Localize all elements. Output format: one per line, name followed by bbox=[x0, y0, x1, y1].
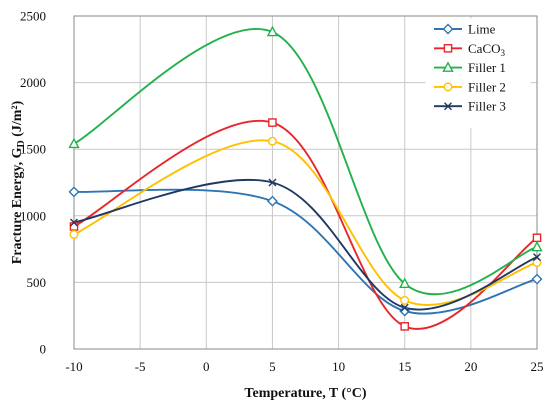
legend-marker-filler-2 bbox=[443, 82, 453, 92]
data-point-filler-3 bbox=[533, 253, 541, 262]
data-point-lime bbox=[531, 273, 543, 285]
y-tick-label: 0 bbox=[40, 342, 47, 357]
legend-label-filler-3: Filler 3 bbox=[468, 99, 506, 114]
x-tick-label: -5 bbox=[135, 359, 146, 374]
data-point-filler-3-stroke-b bbox=[268, 178, 277, 187]
y-axis-tick-labels: 0 500 1000 1500 2000 2500 bbox=[20, 9, 46, 357]
y-axis-title-subscript: D bbox=[16, 140, 27, 147]
data-point-filler-1 bbox=[68, 137, 80, 149]
legend-marker-filler-1 bbox=[442, 61, 454, 72]
data-point-filler-3 bbox=[400, 303, 409, 312]
series-line-filler-1 bbox=[73, 28, 538, 296]
series-markers bbox=[68, 25, 543, 331]
legend-marker-filler-3 bbox=[444, 102, 452, 111]
legend-label-text: CaCO bbox=[468, 41, 501, 56]
data-point-caco3 bbox=[268, 118, 277, 127]
data-point-caco3 bbox=[400, 322, 410, 331]
y-axis-title-unit: (J/m²) bbox=[10, 100, 25, 140]
x-axis-title: Temperature, T (°C) bbox=[244, 386, 366, 401]
x-tick-label: 25 bbox=[531, 359, 544, 374]
data-point-lime bbox=[68, 186, 80, 198]
data-point-filler-1 bbox=[531, 240, 543, 252]
x-tick-label: 10 bbox=[332, 359, 345, 374]
series-lines bbox=[73, 28, 538, 330]
x-tick-label: 0 bbox=[203, 359, 210, 374]
data-point-caco3 bbox=[69, 222, 79, 231]
x-tick-label: 20 bbox=[464, 359, 477, 374]
y-tick-label: 1500 bbox=[20, 142, 46, 157]
plot-area-frame bbox=[73, 15, 538, 350]
series-line-caco3 bbox=[73, 119, 538, 330]
data-point-filler-3-stroke-b bbox=[70, 218, 78, 227]
y-tick-label: 2000 bbox=[20, 75, 46, 90]
legend-label-caco3: CaCO3 bbox=[468, 41, 506, 58]
x-axis-tick-labels: -10 -5 0 5 10 15 20 25 bbox=[65, 359, 543, 374]
legend-label-filler-2: Filler 2 bbox=[468, 79, 506, 94]
legend-label-lime: Lime bbox=[468, 22, 496, 37]
legend-marker-filler-3-stroke-b bbox=[444, 102, 452, 111]
data-point-filler-2 bbox=[69, 229, 79, 239]
data-point-filler-3-stroke-b bbox=[533, 253, 541, 262]
legend-label-text: Filler 1 bbox=[468, 60, 506, 75]
legend-label-filler-1: Filler 1 bbox=[468, 60, 506, 75]
y-tick-label: 2500 bbox=[20, 9, 46, 24]
data-point-filler-3-stroke-b bbox=[400, 303, 409, 312]
legend-label-text: Lime bbox=[468, 22, 496, 37]
legend-marker-caco3 bbox=[443, 44, 453, 53]
data-point-filler-3 bbox=[70, 218, 78, 227]
data-point-filler-2 bbox=[532, 257, 542, 267]
x-tick-label: 15 bbox=[398, 359, 411, 374]
data-point-filler-1 bbox=[399, 277, 411, 289]
data-point-caco3 bbox=[532, 233, 542, 243]
x-tick-label: -10 bbox=[65, 359, 82, 374]
y-axis-title-main: Fracture Energy, G bbox=[10, 147, 25, 264]
series-line-filler-3 bbox=[73, 178, 538, 311]
data-point-filler-3 bbox=[268, 178, 277, 187]
data-point-filler-2 bbox=[400, 295, 410, 305]
series-line-filler-2 bbox=[73, 139, 538, 306]
data-point-filler-2 bbox=[267, 136, 277, 146]
legend-label-text: Filler 3 bbox=[468, 99, 506, 114]
legend: Lime CaCO3 Filler 1 Filler 2 Filler 3 bbox=[425, 18, 531, 128]
legend-label-text: Filler 2 bbox=[468, 79, 506, 94]
series-line-lime bbox=[73, 188, 538, 315]
data-point-filler-1 bbox=[266, 25, 279, 37]
y-axis-title: Fracture Energy, GD (J/m²) bbox=[10, 100, 27, 264]
legend-marker-lime bbox=[442, 23, 454, 35]
data-point-lime bbox=[266, 195, 278, 207]
legend-label-subscript: 3 bbox=[501, 48, 506, 58]
legend-background bbox=[425, 18, 531, 128]
y-tick-label: 1000 bbox=[20, 208, 46, 223]
data-point-lime bbox=[399, 305, 411, 317]
y-tick-label: 500 bbox=[27, 275, 47, 290]
x-tick-label: 5 bbox=[269, 359, 276, 374]
